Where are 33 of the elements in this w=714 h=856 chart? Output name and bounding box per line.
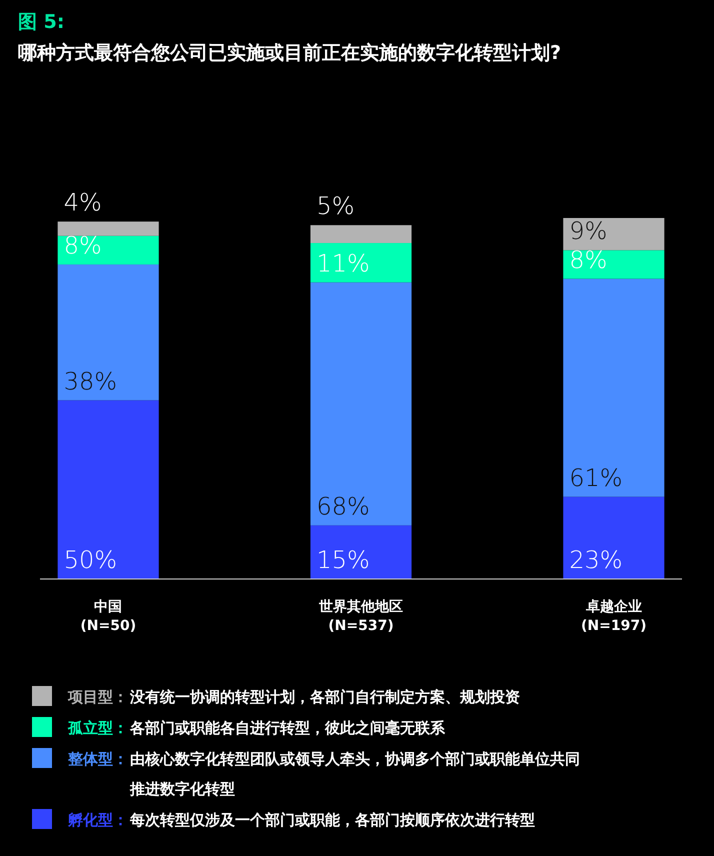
data-label: 8% — [569, 246, 608, 274]
data-label: 50% — [64, 546, 118, 574]
bar — [310, 243, 412, 282]
bar — [310, 282, 412, 526]
x-tick-label: 卓越企业 (N=197) — [581, 599, 646, 634]
chart-subtitle: 哪种方式最符合您公司已实施或目前正在实施的数字化转型计划? — [18, 42, 562, 64]
bar — [310, 525, 412, 579]
bar — [58, 236, 159, 264]
bar — [563, 218, 664, 250]
x-tick-label: 世界其他地区 (N=537) — [318, 599, 403, 634]
legend-label: 整体型：由核心数字化转型团队或领导人牵头，协调多个部门或职能单位共同推进数字化转型 — [67, 750, 580, 798]
bar — [58, 222, 159, 236]
x-tick-label: 中国 (N=50) — [80, 599, 136, 634]
data-label: 9% — [569, 217, 608, 246]
legend-label: 项目型：没有统一协调的转型计划，各部门自行制定方案、规划投资 — [67, 688, 520, 706]
bar — [563, 250, 664, 279]
data-label: 11% — [316, 249, 370, 278]
chart-title: 图 5: — [18, 11, 64, 33]
data-label: 8% — [64, 231, 102, 260]
legend-label: 孤立型：各部门或职能各自进行转型，彼此之间毫无联系 — [67, 719, 446, 737]
data-label: 68% — [316, 492, 370, 520]
bar — [563, 496, 664, 579]
data-label: 5% — [316, 192, 355, 220]
bar — [58, 264, 159, 400]
data-label: 23% — [569, 546, 623, 574]
data-label: 38% — [64, 367, 118, 396]
bar — [58, 400, 159, 579]
bar — [310, 225, 412, 244]
data-label: 15% — [316, 546, 370, 574]
legend-label: 孵化型：每次转型仅涉及一个部门或职能，各部门按顺序依次进行转型 — [67, 811, 535, 829]
data-label: 61% — [569, 464, 623, 492]
data-label: 4% — [64, 188, 102, 217]
bar — [563, 278, 664, 497]
